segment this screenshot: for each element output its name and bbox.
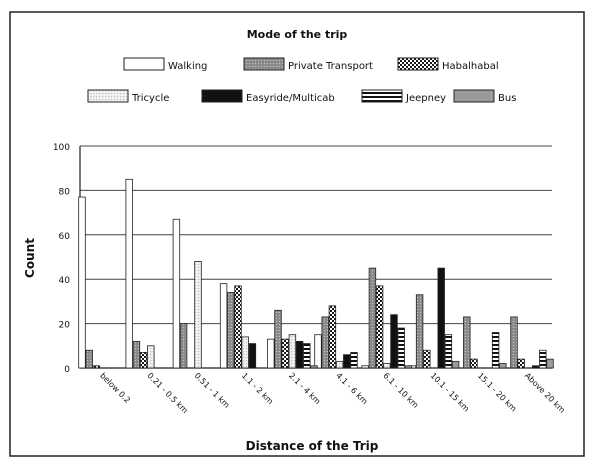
series-tricycle [147, 261, 391, 369]
bar-walking-2-1-4-km [267, 338, 275, 369]
legend-label: Habalhabal [442, 61, 499, 72]
legend-label: Tricycle [131, 93, 169, 104]
bar-private-transport-above-20-km [510, 316, 518, 369]
bar-walking-below-0-2 [78, 196, 86, 369]
legend-label: Private Transport [288, 61, 373, 72]
bar-walking-6-1-10-km [361, 365, 369, 369]
bar-tricycle-1-1-2-km [241, 336, 249, 369]
series-habalhabal [92, 285, 525, 369]
bar-easyride-multicab-2-1-4-km [295, 340, 304, 369]
bar-tricycle-2-1-4-km [288, 334, 297, 369]
legend-label: Walking [168, 61, 207, 72]
bar-bus-2-1-4-km [310, 365, 318, 369]
bar-habalhabal-below-0-2 [92, 365, 101, 369]
series-bus [310, 358, 554, 369]
bars [78, 178, 554, 369]
bar-habalhabal-10-1-15-km [423, 349, 431, 369]
legend-item-jeepney: Jeepney [361, 89, 446, 104]
bar-walking-0-21-0-5-km [125, 178, 133, 369]
y-tick-label: 40 [59, 276, 71, 286]
bar-tricycle-6-1-10-km [383, 363, 391, 369]
legend-item-walking: Walking [123, 57, 207, 72]
legend-swatch [361, 89, 403, 103]
legend-label: Easyride/Multicab [246, 93, 335, 104]
legend-label: Jeepney [405, 93, 446, 104]
legend-swatch [201, 89, 243, 103]
bar-jeepney-above-20-km [539, 349, 547, 369]
x-axis-label: Distance of the Trip [246, 439, 379, 453]
bar-jeepney-2-1-4-km [303, 343, 311, 369]
bar-private-transport-2-1-4-km [274, 309, 282, 369]
legend-item-tricycle: Tricycle [87, 89, 169, 104]
bar-jeepney-4-1-6-km [350, 352, 358, 369]
legend-title: Mode of the trip [247, 28, 348, 41]
legend-swatch [123, 57, 165, 71]
y-tick-label: 20 [59, 321, 71, 331]
bar-private-transport-10-1-15-km [415, 294, 424, 369]
bar-easyride-multicab-1-1-2-km [248, 343, 257, 369]
series-walking [78, 178, 417, 369]
bar-private-transport-6-1-10-km [368, 267, 377, 369]
bar-easyride-multicab-10-1-15-km [437, 267, 445, 369]
series-easyride-multicab [248, 267, 540, 369]
bar-walking-0-51-1-km [172, 218, 181, 369]
bar-tricycle-0-21-0-5-km [147, 345, 155, 369]
bar-walking-1-1-2-km [219, 283, 228, 369]
legend-swatch [453, 89, 495, 103]
legend-label: Bus [498, 93, 516, 104]
y-tick-label: 80 [59, 187, 71, 197]
bar-habalhabal-2-1-4-km [281, 338, 289, 369]
bar-bus-6-1-10-km [404, 365, 413, 369]
legend-item-habalhabal: Habalhabal [397, 57, 499, 72]
bar-jeepney-6-1-10-km [397, 327, 405, 369]
bar-bus-10-1-15-km [451, 360, 460, 369]
bar-private-transport-4-1-6-km [321, 316, 329, 369]
legend-swatch [397, 57, 439, 71]
legend: Mode of the trip Walking Private Transpor… [87, 28, 516, 104]
bar-jeepney-10-1-15-km [444, 334, 453, 369]
bar-tricycle-0-51-1-km [194, 261, 202, 369]
bar-jeepney-15-1-20-km [491, 332, 500, 369]
legend-item-bus: Bus [453, 89, 516, 104]
bar-walking-4-1-6-km [314, 334, 322, 369]
series-jeepney [303, 327, 547, 369]
bar-habalhabal-1-1-2-km [234, 285, 242, 369]
legend-swatch [87, 89, 129, 103]
bar-habalhabal-6-1-10-km [375, 285, 384, 369]
bar-habalhabal-0-21-0-5-km [139, 352, 148, 369]
bar-private-transport-1-1-2-km [227, 292, 235, 369]
bar-bus-above-20-km [546, 358, 554, 369]
bar-easyride-multicab-4-1-6-km [343, 354, 351, 369]
y-axis-label: Count [23, 238, 37, 278]
bar-habalhabal-4-1-6-km [328, 305, 337, 369]
bar-bus-15-1-20-km [499, 363, 507, 369]
y-tick-label: 100 [53, 143, 70, 153]
y-tick-label: 0 [64, 365, 70, 375]
bar-habalhabal-15-1-20-km [470, 358, 478, 369]
y-tick-label: 60 [59, 232, 71, 242]
bar-private-transport-0-51-1-km [179, 323, 188, 369]
bar-private-transport-below-0-2 [85, 349, 93, 369]
legend-item-private-transport: Private Transport [243, 57, 373, 72]
legend-item-easyride-multicab: Easyride/Multicab [201, 89, 335, 104]
legend-swatch [243, 57, 285, 71]
bar-easyride-multicab-6-1-10-km [390, 314, 398, 369]
bar-habalhabal-above-20-km [517, 358, 525, 369]
bar-easyride-multicab-above-20-km [531, 365, 540, 369]
bar-tricycle-4-1-6-km [335, 360, 344, 369]
chart-frame [9, 11, 585, 457]
bar-private-transport-0-21-0-5-km [132, 340, 141, 369]
bar-private-transport-15-1-20-km [463, 316, 471, 369]
series-private-transport [85, 267, 518, 369]
